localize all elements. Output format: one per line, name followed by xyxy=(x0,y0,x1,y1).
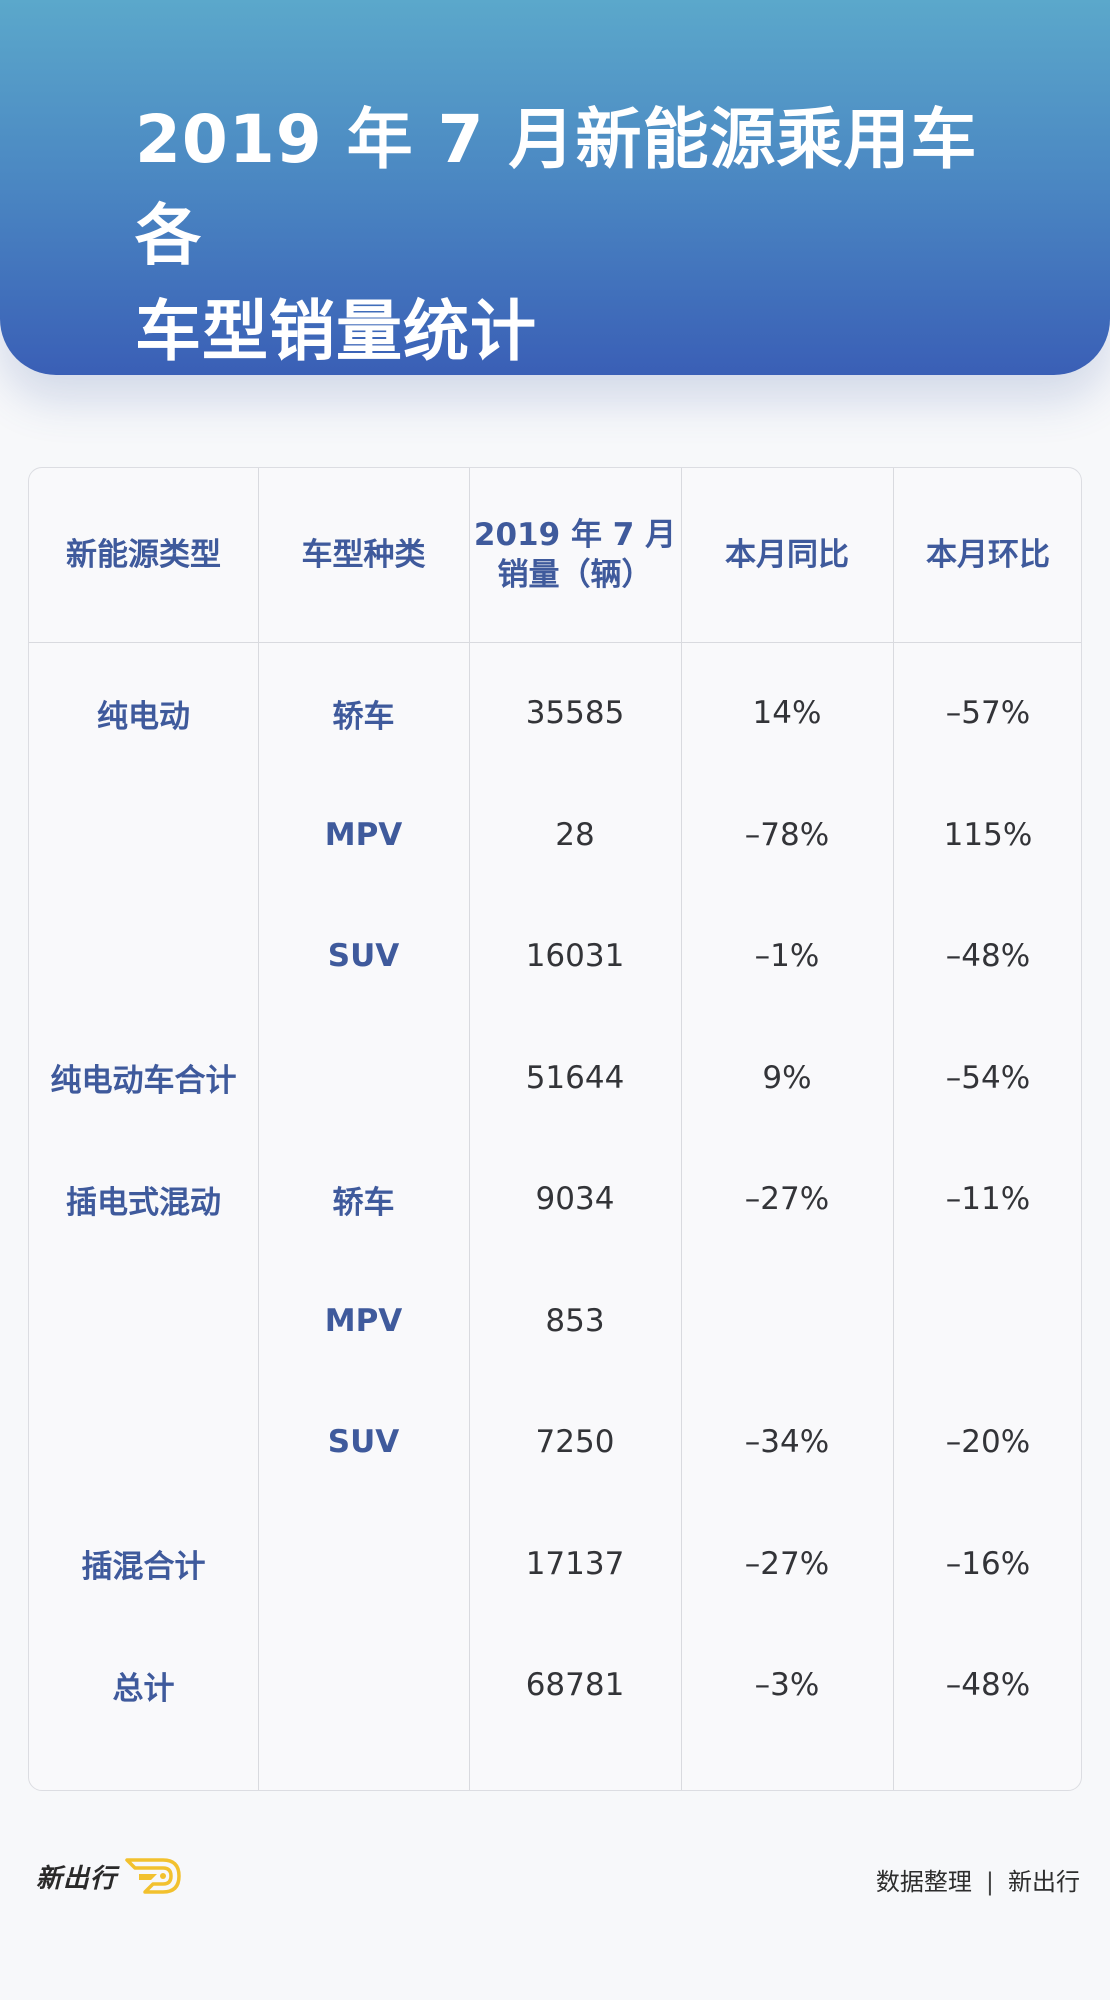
yoy-cell: –78% xyxy=(744,816,830,853)
yoy-cell: –34% xyxy=(744,1424,830,1460)
sales-cell: 35585 xyxy=(525,695,625,731)
sales-cell: 68781 xyxy=(525,1667,625,1703)
header-banner: 2019 年 7 月新能源乘用车各 车型销量统计 xyxy=(0,0,1110,375)
data-credit: 数据整理 | 新出行 xyxy=(876,1862,1080,1897)
model-type-cell: MPV xyxy=(324,816,403,853)
table-row: 总计 68781 –3% –48% xyxy=(29,1635,1081,1735)
sales-cell: 9034 xyxy=(535,1181,615,1217)
model-type-cell: 轿车 xyxy=(332,1184,395,1221)
column-header-sales: 2019 年 7 月 销量（辆） xyxy=(469,468,681,642)
energy-type-cell: 纯电动 xyxy=(97,698,190,735)
energy-type-cell: 纯电动车合计 xyxy=(50,1063,237,1099)
column-divider xyxy=(893,468,894,1790)
yoy-cell: –27% xyxy=(744,1181,830,1217)
title-line-2: 车型销量统计 xyxy=(135,293,537,370)
column-divider xyxy=(469,468,470,1790)
brand-logo: 新出行 xyxy=(36,1852,183,1900)
column-header-model-type: 车型种类 xyxy=(301,537,426,573)
sales-cell: 51644 xyxy=(525,1059,625,1096)
energy-type-cell xyxy=(29,785,258,885)
energy-type-cell: 总计 xyxy=(112,1670,175,1707)
energy-type-cell xyxy=(29,906,258,1006)
yoy-cell: –3% xyxy=(754,1667,820,1703)
table-row: SUV 16031 –1% –48% xyxy=(29,906,1081,1006)
energy-type-cell xyxy=(29,1271,258,1371)
model-type-cell: SUV xyxy=(327,1424,400,1460)
sales-cell: 16031 xyxy=(525,938,625,974)
sales-cell: 17137 xyxy=(525,1545,625,1582)
model-type-cell xyxy=(258,1514,469,1614)
energy-type-cell: 插电式混动 xyxy=(66,1184,221,1221)
mom-cell: 115% xyxy=(943,816,1033,853)
column-header-sales-line2: 销量（辆） xyxy=(497,557,653,593)
yoy-cell xyxy=(681,1271,893,1371)
credit-label: 数据整理 xyxy=(875,1868,972,1896)
column-header-yoy: 本月同比 xyxy=(725,537,849,573)
logo-text: 新出行 xyxy=(36,1863,118,1894)
sales-cell: 853 xyxy=(545,1302,605,1339)
column-divider xyxy=(681,468,682,1790)
model-type-cell xyxy=(258,1028,469,1128)
model-type-cell: MPV xyxy=(324,1302,403,1339)
column-divider xyxy=(258,468,259,1790)
credit-separator: | xyxy=(985,1868,994,1896)
model-type-cell: 轿车 xyxy=(332,698,395,735)
mom-cell: –57% xyxy=(945,695,1031,731)
table-row: MPV 28 –78% 115% xyxy=(29,785,1081,885)
yoy-cell: –1% xyxy=(754,938,820,974)
sales-cell: 28 xyxy=(555,816,595,853)
mom-cell: –16% xyxy=(945,1545,1031,1582)
table-row: MPV 853 xyxy=(29,1271,1081,1371)
table-row: 插混合计 17137 –27% –16% xyxy=(29,1514,1081,1614)
header-divider xyxy=(29,642,1081,643)
column-header-energy-type: 新能源类型 xyxy=(66,537,221,573)
yoy-cell: –27% xyxy=(744,1545,830,1582)
table-row: SUV 7250 –34% –20% xyxy=(29,1392,1081,1492)
yoy-cell: 9% xyxy=(762,1059,812,1096)
table-row: 插电式混动 轿车 9034 –27% –11% xyxy=(29,1149,1081,1249)
mom-cell: –20% xyxy=(945,1424,1031,1460)
mom-cell: –48% xyxy=(945,938,1031,974)
sales-table: 新能源类型 车型种类 2019 年 7 月 销量（辆） 本月同比 本月环比 纯电… xyxy=(28,467,1082,1791)
mom-cell: –54% xyxy=(945,1059,1031,1096)
energy-type-cell: 插混合计 xyxy=(81,1549,206,1585)
credit-name: 新出行 xyxy=(1008,1868,1080,1896)
mom-cell: –48% xyxy=(945,1667,1031,1703)
wing-badge-icon xyxy=(125,1858,181,1894)
sales-cell: 7250 xyxy=(535,1424,615,1460)
mom-cell: –11% xyxy=(945,1181,1031,1217)
table-row: 纯电动车合计 51644 9% –54% xyxy=(29,1028,1081,1128)
page-title: 2019 年 7 月新能源乘用车各 车型销量统计 xyxy=(135,92,1035,380)
column-header-sales-line1: 2019 年 7 月 xyxy=(473,517,677,553)
column-header-mom: 本月环比 xyxy=(926,537,1050,573)
title-line-1: 2019 年 7 月新能源乘用车各 xyxy=(135,101,978,274)
energy-type-cell xyxy=(29,1392,258,1492)
table-row: 纯电动 轿车 35585 14% –57% xyxy=(29,663,1081,763)
model-type-cell xyxy=(258,1635,469,1735)
model-type-cell: SUV xyxy=(327,938,400,974)
mom-cell xyxy=(893,1271,1081,1371)
yoy-cell: 14% xyxy=(752,695,822,731)
